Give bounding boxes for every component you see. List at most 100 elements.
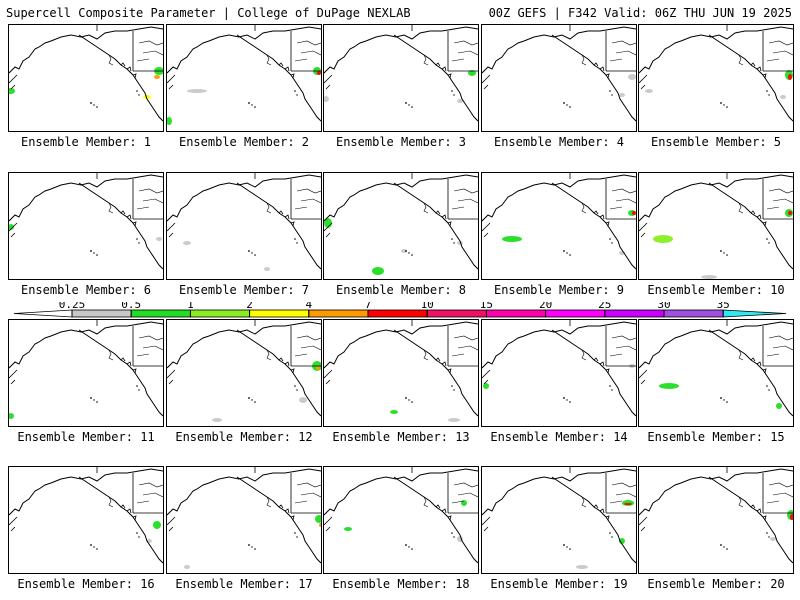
member-map bbox=[323, 172, 479, 280]
member-caption-prefix: Ensemble Member: bbox=[178, 283, 302, 297]
member-map bbox=[481, 466, 637, 574]
ensemble-member-panel: Ensemble Member: 20 bbox=[638, 466, 794, 591]
member-caption: Ensemble Member: 10 bbox=[626, 283, 800, 297]
member-map bbox=[481, 319, 637, 427]
ensemble-member-panel: Ensemble Member: 7 bbox=[166, 172, 322, 297]
product-title: Supercell Composite Parameter | College … bbox=[6, 6, 411, 20]
member-caption: Ensemble Member: 9 bbox=[469, 283, 649, 297]
member-caption: Ensemble Member: 11 bbox=[0, 430, 176, 444]
member-caption-prefix: Ensemble Member: bbox=[335, 283, 459, 297]
member-caption-prefix: Ensemble Member: bbox=[20, 283, 144, 297]
scale-swatch bbox=[71, 309, 132, 318]
ensemble-member-panel: Ensemble Member: 9 bbox=[481, 172, 637, 297]
member-caption: Ensemble Member: 3 bbox=[311, 135, 491, 149]
member-caption: Ensemble Member: 18 bbox=[311, 577, 491, 591]
scale-swatch bbox=[367, 309, 428, 318]
ensemble-member-panel: Ensemble Member: 8 bbox=[323, 172, 479, 297]
member-number: 7 bbox=[301, 283, 310, 297]
scale-tick-label: 20 bbox=[539, 302, 552, 311]
scale-swatch bbox=[308, 309, 369, 318]
member-map bbox=[8, 319, 164, 427]
member-map bbox=[166, 172, 322, 280]
member-map bbox=[638, 24, 794, 132]
member-caption-prefix: Ensemble Member: bbox=[647, 283, 771, 297]
member-map bbox=[8, 172, 164, 280]
scale-swatch bbox=[604, 309, 665, 318]
member-caption: Ensemble Member: 6 bbox=[0, 283, 176, 297]
member-map bbox=[166, 24, 322, 132]
member-map bbox=[323, 319, 479, 427]
member-caption: Ensemble Member: 1 bbox=[0, 135, 176, 149]
member-caption: Ensemble Member: 8 bbox=[311, 283, 491, 297]
member-map bbox=[166, 319, 322, 427]
ensemble-member-panel: Ensemble Member: 1 bbox=[8, 24, 164, 149]
member-number: 11 bbox=[140, 430, 155, 444]
member-caption: Ensemble Member: 12 bbox=[154, 430, 334, 444]
member-map bbox=[8, 466, 164, 574]
member-caption: Ensemble Member: 14 bbox=[469, 430, 649, 444]
member-map bbox=[481, 24, 637, 132]
ensemble-member-panel: Ensemble Member: 6 bbox=[8, 172, 164, 297]
ensemble-member-panel: Ensemble Member: 14 bbox=[481, 319, 637, 444]
member-map bbox=[638, 172, 794, 280]
member-caption-prefix: Ensemble Member: bbox=[493, 283, 617, 297]
scale-swatch bbox=[485, 309, 546, 318]
member-number: 3 bbox=[458, 135, 467, 149]
member-number: 12 bbox=[298, 430, 313, 444]
member-map bbox=[8, 24, 164, 132]
scale-swatch bbox=[249, 309, 310, 318]
member-caption-prefix: Ensemble Member: bbox=[17, 430, 141, 444]
scale-low-arrow bbox=[14, 309, 73, 318]
member-caption: Ensemble Member: 5 bbox=[626, 135, 800, 149]
member-number: 9 bbox=[616, 283, 625, 297]
member-caption-prefix: Ensemble Member: bbox=[332, 430, 456, 444]
member-caption-prefix: Ensemble Member: bbox=[178, 135, 302, 149]
scale-tick-label: 1 bbox=[187, 302, 194, 311]
member-number: 8 bbox=[458, 283, 467, 297]
member-caption-prefix: Ensemble Member: bbox=[490, 430, 614, 444]
member-number: 1 bbox=[143, 135, 152, 149]
member-number: 18 bbox=[455, 577, 470, 591]
member-number: 10 bbox=[770, 283, 785, 297]
member-map bbox=[323, 466, 479, 574]
ensemble-member-panel: Ensemble Member: 15 bbox=[638, 319, 794, 444]
member-number: 14 bbox=[613, 430, 628, 444]
member-number: 19 bbox=[613, 577, 628, 591]
scale-swatch bbox=[189, 309, 250, 318]
ensemble-member-panel: Ensemble Member: 12 bbox=[166, 319, 322, 444]
ensemble-member-panel: Ensemble Member: 16 bbox=[8, 466, 164, 591]
member-caption-prefix: Ensemble Member: bbox=[335, 135, 459, 149]
scale-swatch bbox=[545, 309, 606, 318]
member-number: 13 bbox=[455, 430, 470, 444]
member-caption-prefix: Ensemble Member: bbox=[647, 430, 771, 444]
scale-tick-label: 2 bbox=[246, 302, 253, 311]
scale-swatch bbox=[426, 309, 487, 318]
ensemble-member-panel: Ensemble Member: 18 bbox=[323, 466, 479, 591]
scale-tick-label: 30 bbox=[657, 302, 670, 311]
member-number: 20 bbox=[770, 577, 785, 591]
ensemble-member-panel: Ensemble Member: 5 bbox=[638, 24, 794, 149]
member-number: 15 bbox=[770, 430, 785, 444]
member-number: 6 bbox=[143, 283, 152, 297]
member-caption: Ensemble Member: 4 bbox=[469, 135, 649, 149]
valid-time: 00Z GEFS | F342 Valid: 06Z THU JUN 19 20… bbox=[488, 6, 792, 20]
member-caption: Ensemble Member: 20 bbox=[626, 577, 800, 591]
scale-tick-label: 4 bbox=[305, 302, 312, 311]
ensemble-member-panel: Ensemble Member: 13 bbox=[323, 319, 479, 444]
member-caption-prefix: Ensemble Member: bbox=[17, 577, 141, 591]
member-caption: Ensemble Member: 13 bbox=[311, 430, 491, 444]
scale-tick-label: 0.25 bbox=[59, 302, 86, 311]
member-caption-prefix: Ensemble Member: bbox=[332, 577, 456, 591]
member-caption: Ensemble Member: 19 bbox=[469, 577, 649, 591]
member-number: 2 bbox=[301, 135, 310, 149]
ensemble-member-panel: Ensemble Member: 17 bbox=[166, 466, 322, 591]
member-number: 5 bbox=[773, 135, 782, 149]
member-number: 16 bbox=[140, 577, 155, 591]
member-caption: Ensemble Member: 16 bbox=[0, 577, 176, 591]
member-map bbox=[166, 466, 322, 574]
ensemble-member-panel: Ensemble Member: 11 bbox=[8, 319, 164, 444]
scale-tick-label: 15 bbox=[480, 302, 493, 311]
ensemble-member-panel: Ensemble Member: 3 bbox=[323, 24, 479, 149]
member-caption-prefix: Ensemble Member: bbox=[175, 577, 299, 591]
scale-swatch bbox=[663, 309, 724, 318]
